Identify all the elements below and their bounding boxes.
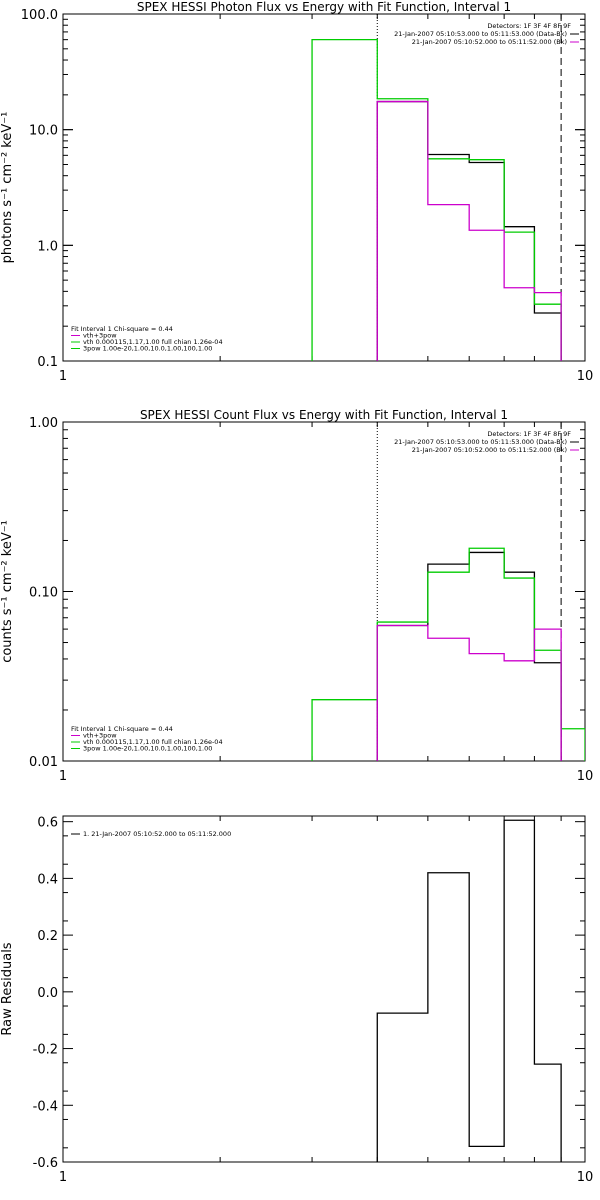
legend-entry-text: 21-Jan-2007 05:10:53.000 to 05:11:53.000… — [394, 438, 567, 446]
y-tick-label: -0.4 — [33, 1099, 58, 1114]
x-tick-label: 1 — [59, 369, 67, 384]
legend-detectors: Detectors: 1F 3F 4F 8F 9F — [487, 22, 571, 30]
series-bk-histogram — [376, 624, 562, 761]
y-tick-label: 0.10 — [29, 586, 58, 601]
x-tick-label: 10 — [577, 369, 594, 384]
y-axis-label: Raw Residuals — [0, 942, 15, 1035]
legend-fit-header: Fit Interval 1 Chi-square = 0.44 — [71, 325, 173, 333]
y-axis-label: counts s⁻¹ cm⁻² keV⁻¹ — [0, 520, 15, 663]
x-tick-label: 1 — [59, 1170, 67, 1185]
legend-entry-text: vth 0.000115,1.17,1.00 full chian 1.26e-… — [83, 338, 223, 346]
chart-panel-2: SPEX HESSI Count Flux vs Energy with Fit… — [0, 408, 593, 784]
legend-entry-text: 1. 21-Jan-2007 05:10:52.000 to 05:11:52.… — [83, 830, 231, 838]
y-tick-label: 0.01 — [29, 755, 58, 770]
x-tick-label: 10 — [577, 1170, 594, 1185]
legend-detectors: Detectors: 1F 3F 4F 8F 9F — [487, 430, 571, 438]
chart-panel-3: 1 10 -0.6 -0.4 -0.2 0.0 0.2 0.4 0.6 Raw Residuals… — [0, 815, 594, 1185]
y-tick-label: 0.4 — [37, 872, 58, 887]
y-tick-label: 1.00 — [29, 416, 58, 431]
y-tick-label: -0.6 — [33, 1156, 58, 1171]
series-data-histogram — [376, 100, 562, 361]
legend-entry-text: 3pow 1.00e-20,1.00,10.0,1.00,100,1.00 — [83, 745, 212, 753]
series-group — [311, 547, 585, 761]
legend-entry-text: 21-Jan-2007 05:10:53.000 to 05:11:53.000… — [394, 30, 567, 38]
legend-entry-text: 21-Jan-2007 05:10:52.000 to 05:11:52.000… — [412, 38, 567, 46]
y-tick-label: 0.6 — [37, 816, 58, 831]
legend-entry-text: vth+3pow — [83, 332, 117, 340]
legend-entry-text: vth+3pow — [83, 732, 117, 740]
y-tick-label: 100.0 — [21, 8, 58, 23]
x-tick-label: 1 — [59, 769, 67, 784]
legend-fit-header: Fit Interval 1 Chi-square = 0.44 — [71, 725, 173, 733]
legend-entry-text: 21-Jan-2007 05:10:52.000 to 05:11:52.000… — [412, 446, 567, 454]
y-tick-label: 10.0 — [29, 124, 58, 139]
chart-title: SPEX HESSI Photon Flux vs Energy with Fi… — [137, 0, 511, 14]
series-data-histogram — [376, 551, 562, 761]
series-group — [311, 39, 562, 361]
series-total-histogram — [311, 547, 585, 761]
chart-panel-1: SPEX HESSI Photon Flux vs Energy with Fi… — [0, 0, 593, 384]
y-tick-label: 1.0 — [37, 239, 58, 254]
legend-entry-text: vth 0.000115,1.17,1.00 full chian 1.26e-… — [83, 738, 223, 746]
y-axis-label: photons s⁻¹ cm⁻² keV⁻¹ — [0, 112, 15, 264]
series-total-histogram — [311, 39, 562, 361]
series-group — [376, 819, 562, 1162]
y-tick-label: -0.2 — [33, 1043, 58, 1058]
y-tick-label: 0.0 — [37, 986, 58, 1001]
legend-entry-text: 3pow 1.00e-20,1.00,10.0,1.00,100,1.00 — [83, 345, 212, 353]
chart-title: SPEX HESSI Count Flux vs Energy with Fit… — [140, 408, 508, 422]
series-bk-histogram — [376, 100, 562, 361]
x-tick-label: 10 — [577, 769, 594, 784]
plot-frame — [62, 13, 586, 362]
y-tick-label: 0.2 — [37, 929, 58, 944]
series-data-histogram — [376, 819, 562, 1162]
plot-frame — [62, 421, 586, 762]
plot-frame — [62, 815, 586, 1163]
y-tick-label: 0.1 — [37, 355, 58, 370]
